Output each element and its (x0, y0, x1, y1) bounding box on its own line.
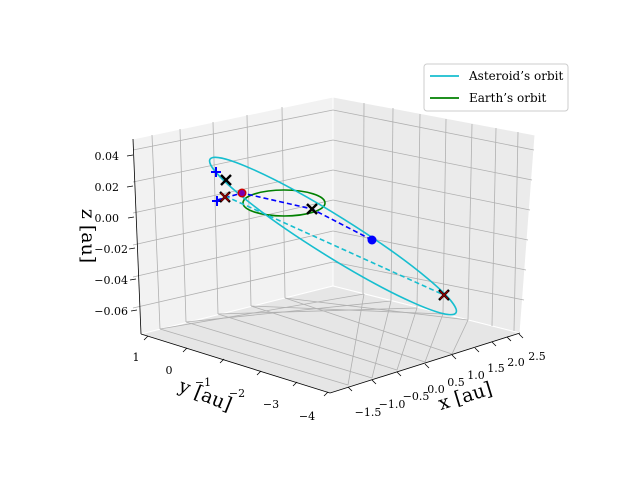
z-axis-label: z [au] (77, 209, 99, 263)
asteroid-orbit (208, 156, 458, 316)
x-tick-label: −1.5 (355, 406, 382, 419)
x-tick-label: 2.5 (528, 350, 546, 363)
cyan-dashed-line (224, 195, 445, 296)
legend: Asteroid’s orbit Earth’s orbit (423, 63, 569, 112)
x-tick-label: 0.0 (427, 383, 445, 396)
x-tick-label: 1.0 (467, 369, 485, 382)
legend-box (423, 63, 569, 112)
z-tick-label: −0.02 (94, 243, 128, 256)
earth-orbit (242, 189, 326, 217)
node-upper-x-marker (220, 174, 232, 186)
z-tick-label: 0.02 (95, 181, 120, 194)
plus-upper-marker (211, 167, 221, 177)
z-tick-labels: 0.04 0.02 0.00 −0.02 −0.04 −0.06 (94, 150, 128, 318)
chart-markers (211, 167, 450, 301)
aphelion-x-marker (438, 289, 450, 301)
y-tick-label: −1 (195, 376, 211, 389)
axes-lines (126, 138, 524, 397)
x-tick-label: 0.5 (447, 376, 465, 389)
legend-label-asteroid: Asteroid’s orbit (468, 69, 563, 83)
asteroid-dashed-line (216, 192, 373, 241)
legend-label-earth: Earth’s orbit (469, 91, 546, 105)
y-tick-label: 1 (133, 351, 140, 364)
x-tick-label: −1.0 (379, 398, 406, 411)
y-tick-label: −2 (229, 387, 245, 400)
y-tick-label: −4 (299, 410, 315, 423)
x-tick-label: 2.0 (507, 356, 525, 369)
y-tick-label: 0 (166, 364, 173, 377)
x-tick-label: −0.5 (403, 390, 430, 403)
sun-x-marker (306, 203, 318, 215)
x-tick-label: 1.5 (487, 362, 505, 375)
asteroid-position-dot (367, 235, 377, 245)
x-tick-labels: −1.5 −1.0 −0.5 0.0 0.5 1.0 1.5 2.0 2.5 (355, 350, 546, 419)
z-tick-label: −0.06 (94, 305, 128, 318)
z-tick-label: 0.00 (95, 212, 120, 225)
z-tick-label: 0.04 (95, 150, 120, 163)
z-tick-label: −0.04 (94, 274, 128, 287)
earth-position-dot-inner (239, 190, 245, 196)
perihelion-x-marker (220, 192, 230, 202)
y-tick-label: −3 (263, 398, 279, 411)
y-tick-labels: 1 0 −1 −2 −3 −4 (133, 351, 316, 423)
